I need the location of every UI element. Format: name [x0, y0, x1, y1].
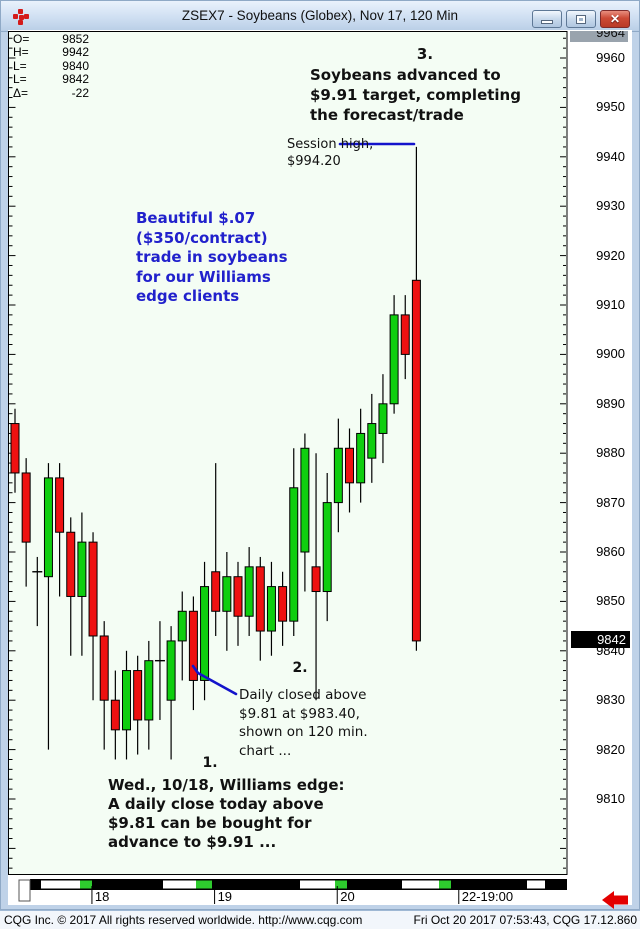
close-button[interactable]: ✕ [600, 10, 630, 28]
status-timestamp: Fri Oct 20 2017 07:53:43, CQG 17.12.860 [413, 913, 637, 927]
scrollbar-thumb[interactable] [18, 879, 31, 902]
candle[interactable] [266, 586, 276, 632]
chart-plot-background [8, 31, 567, 875]
session-segment-day [527, 880, 545, 889]
annotation-3-text: Soybeans advanced to $9.91 target, compl… [310, 66, 521, 124]
candle[interactable] [278, 586, 288, 622]
candle[interactable] [99, 635, 109, 701]
candle[interactable] [88, 541, 98, 637]
candle[interactable] [255, 566, 265, 632]
cqg-logo-icon [13, 9, 29, 25]
minimize-icon [541, 20, 553, 24]
price-axis-label: 9810 [596, 791, 625, 806]
session-segment-day [163, 880, 196, 889]
candle[interactable] [389, 314, 399, 405]
price-axis-label: 9890 [596, 395, 625, 411]
candle[interactable] [345, 447, 354, 484]
price-axis-label: 9820 [596, 741, 625, 757]
chart-canvas[interactable] [0, 0, 640, 910]
candle[interactable] [43, 477, 53, 578]
candle[interactable] [200, 586, 210, 681]
legend-row-last: L= 9842 [13, 72, 89, 87]
day-axis-label: 20 [340, 889, 355, 904]
candle[interactable] [55, 477, 65, 533]
day-axis-label: 18 [94, 889, 110, 904]
candle[interactable] [122, 670, 131, 731]
candle[interactable] [77, 541, 87, 597]
session-segment-open [80, 880, 92, 889]
candle[interactable] [66, 531, 76, 597]
ohlc-legend: O= 9852 H= 9942 L= 9840 L= 9842 Δ= -22 [13, 32, 89, 100]
price-axis-label: 9940 [596, 148, 625, 164]
price-axis-label: 9880 [596, 445, 625, 461]
status-bar: CQG Inc. © 2017 All rights reserved worl… [0, 910, 640, 929]
candle[interactable] [222, 576, 232, 612]
price-axis-label: 9900 [596, 346, 625, 362]
scroll-latest-arrow-icon[interactable] [602, 891, 628, 909]
candle[interactable] [244, 566, 254, 617]
maximize-icon [576, 15, 586, 24]
price-axis-label: 9910 [596, 297, 625, 312]
candle[interactable] [333, 447, 343, 504]
legend-row-open: O= 9852 [13, 32, 89, 46]
title-bar[interactable]: ZSEX7 - Soybeans (Globex), Nov 17, 120 M… [1, 1, 639, 32]
candle[interactable] [177, 610, 187, 642]
candle[interactable] [289, 487, 299, 622]
session-segment-open [335, 880, 347, 889]
price-axis-label: 9960 [596, 50, 625, 65]
window-title: ZSEX7 - Soybeans (Globex), Nov 17, 120 M… [181, 8, 459, 23]
price-axis-label: 9930 [596, 198, 625, 214]
close-icon: ✕ [609, 12, 621, 26]
candle[interactable] [233, 576, 243, 617]
candle[interactable] [144, 660, 154, 721]
day-axis-label: 22-19:00 [461, 889, 514, 904]
candle[interactable] [378, 403, 388, 434]
annotation-2-text: Daily closed above $9.81 at $983.40, sho… [239, 687, 368, 759]
annotation-3-number: 3. [416, 45, 434, 63]
status-copyright: CQG Inc. © 2017 All rights reserved worl… [4, 913, 363, 927]
price-axis-label: 9950 [596, 99, 625, 115]
price-axis-label: 9870 [596, 494, 625, 510]
price-axis-label: 9850 [596, 593, 625, 609]
candle[interactable] [311, 566, 321, 593]
pointer-line-note2 [191, 664, 238, 696]
candle[interactable] [188, 610, 198, 681]
session-segment-open [196, 880, 212, 889]
price-axis-label: 9920 [596, 247, 625, 263]
minimize-button[interactable] [532, 10, 562, 28]
annotation-1-text: Wed., 10/18, Williams edge: A daily clos… [108, 776, 345, 851]
annotation-1-number: 1. [202, 755, 218, 771]
candle[interactable] [322, 502, 332, 593]
candle[interactable] [166, 640, 176, 701]
price-axis-label: 9830 [596, 692, 625, 708]
candle[interactable] [411, 279, 421, 642]
last-price-badge: 9842 [571, 631, 630, 648]
session-bar [30, 879, 567, 890]
candle[interactable] [367, 423, 377, 459]
candle[interactable] [21, 472, 31, 543]
legend-row-change: Δ= -22 [13, 85, 89, 100]
session-segment-day [300, 880, 335, 889]
top-partial-price-label: 9964 [570, 31, 628, 42]
session-segment-day [402, 880, 439, 889]
session-segment-day [41, 880, 80, 889]
candle[interactable] [10, 423, 20, 474]
maximize-button[interactable] [566, 10, 596, 28]
candle[interactable] [133, 670, 143, 721]
annotation-session-high: Session high, $994.20 [287, 137, 374, 169]
day-axis-label: 19 [217, 889, 233, 904]
candle[interactable] [300, 447, 310, 553]
annotation-2-number: 2. [292, 660, 308, 676]
candle[interactable] [211, 571, 221, 612]
legend-row-low: L= 9840 [13, 58, 89, 73]
candle[interactable] [110, 699, 120, 731]
annotation-blue-note: Beautiful $.07 ($350/contract) trade in … [136, 209, 288, 305]
price-axis-label: 9860 [596, 544, 625, 559]
legend-row-high: H= 9942 [13, 45, 89, 60]
candle[interactable] [356, 432, 366, 484]
session-segment-open [439, 880, 451, 889]
candle[interactable] [400, 314, 410, 355]
